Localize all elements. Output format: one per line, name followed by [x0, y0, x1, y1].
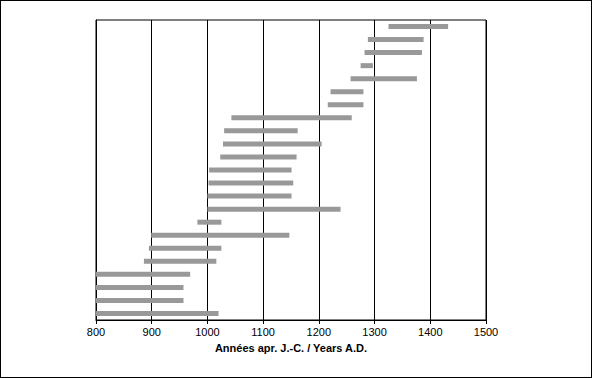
- svg-text:1500: 1500: [474, 326, 498, 338]
- svg-text:1100: 1100: [251, 326, 275, 338]
- svg-text:1200: 1200: [307, 326, 331, 338]
- svg-text:1400: 1400: [418, 326, 442, 338]
- svg-text:1300: 1300: [362, 326, 386, 338]
- svg-text:1000: 1000: [195, 326, 219, 338]
- svg-text:900: 900: [143, 326, 161, 338]
- svg-text:800: 800: [87, 326, 105, 338]
- svg-text:Années apr. J.-C. / Years A.D.: Années apr. J.-C. / Years A.D.: [215, 342, 367, 354]
